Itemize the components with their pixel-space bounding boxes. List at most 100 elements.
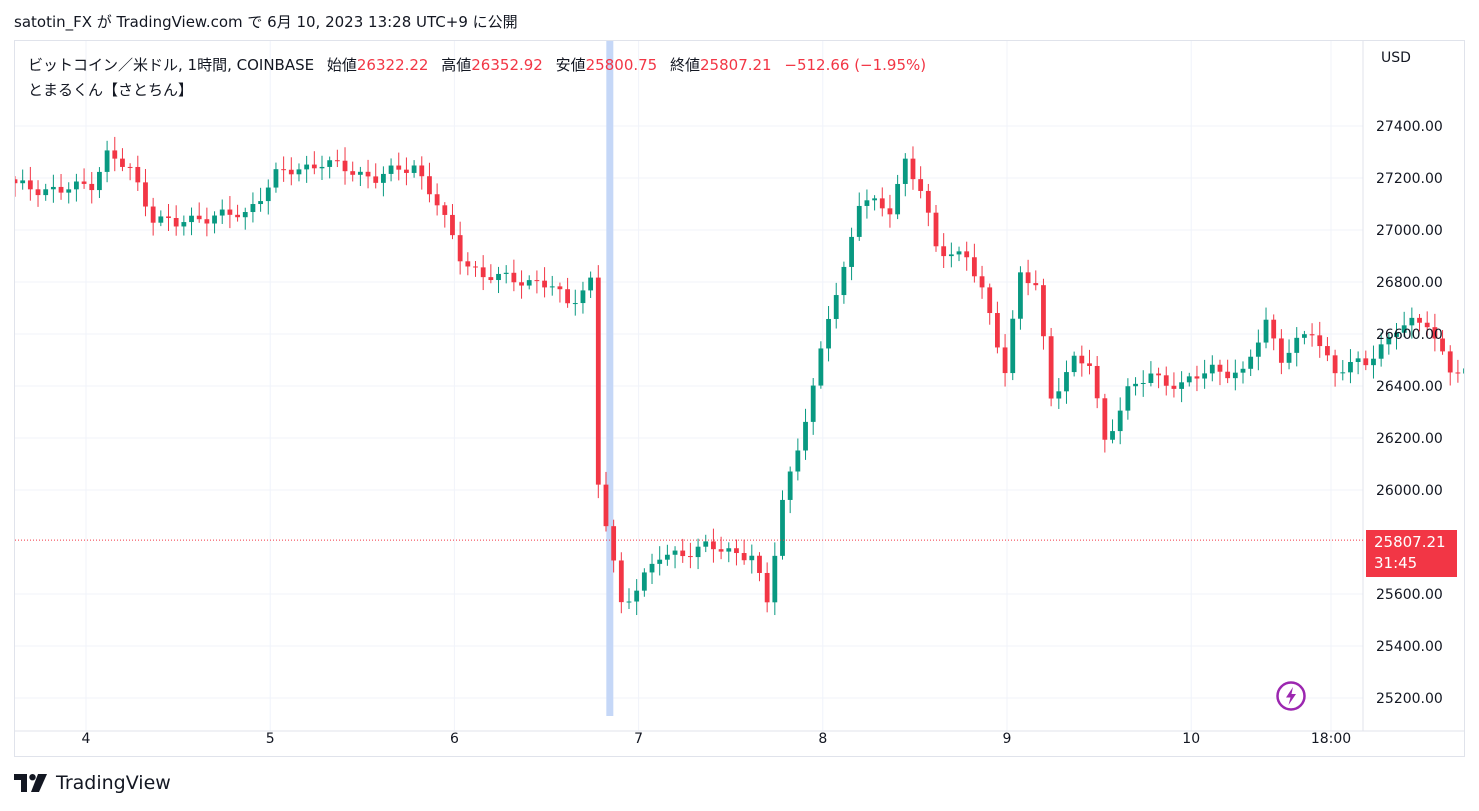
candle-body: [1447, 351, 1453, 373]
candle: [219, 199, 225, 224]
candle-body: [1209, 364, 1215, 374]
candle-body: [304, 164, 310, 170]
candle-body: [488, 277, 494, 281]
legend-row-ohlc: ビットコイン／米ドル, 1時間, COINBASE 始値26322.22 高値2…: [28, 53, 926, 78]
candle: [772, 542, 778, 616]
candle: [718, 536, 724, 560]
legend-indicator[interactable]: とまるくん【さとちん】: [28, 81, 194, 99]
candle-body: [534, 280, 540, 282]
candle: [250, 192, 256, 223]
alert-bolt-button[interactable]: [1275, 680, 1307, 712]
candle: [265, 179, 271, 215]
candle: [534, 270, 540, 294]
candle: [572, 289, 578, 316]
candle-body: [1255, 342, 1261, 357]
candle-body: [580, 290, 586, 304]
y-tick-label: 26000.00: [1376, 483, 1443, 499]
candle: [1094, 356, 1100, 409]
candle: [1463, 368, 1464, 374]
candle-body: [741, 553, 747, 561]
candle: [150, 197, 156, 236]
candle: [1025, 259, 1031, 296]
candle-body: [726, 548, 732, 552]
candle-body: [925, 190, 931, 213]
tradingview-logo[interactable]: TradingView: [14, 772, 171, 794]
candle-body: [1417, 317, 1422, 323]
candle: [411, 160, 417, 178]
legend-symbol[interactable]: ビットコイン／米ドル, 1時間, COINBASE: [28, 56, 315, 74]
candle: [89, 172, 95, 204]
candle: [1378, 332, 1384, 367]
candle: [173, 205, 179, 236]
candle: [1440, 330, 1445, 355]
candle: [81, 168, 87, 189]
candle-body: [987, 287, 993, 314]
candle-body: [265, 187, 271, 202]
candle-body: [381, 173, 386, 183]
candle-body: [611, 526, 617, 561]
candle: [1087, 349, 1092, 375]
candle: [189, 207, 194, 236]
candle: [427, 162, 432, 203]
candle: [1163, 366, 1169, 396]
candle-body: [1232, 372, 1238, 379]
chart-frame[interactable]: [14, 40, 1465, 757]
candle-body: [334, 160, 340, 162]
candle: [1102, 393, 1108, 453]
candle-body: [350, 171, 356, 175]
candle-body: [235, 214, 240, 218]
y-tick-label: 26400.00: [1376, 379, 1443, 395]
x-tick-label: 5: [266, 731, 275, 747]
candle-body: [173, 218, 179, 227]
currency-label[interactable]: USD: [1381, 50, 1411, 66]
candlestick-chart[interactable]: 27400.00 27200.00 27000.00 26800.00 26600.00…: [15, 41, 1464, 756]
candle: [1171, 372, 1177, 398]
candle-body: [657, 559, 663, 564]
candle: [910, 146, 916, 190]
candle-body: [419, 165, 425, 177]
candle: [941, 233, 947, 269]
candle: [1355, 351, 1361, 375]
candle-body: [649, 563, 655, 573]
candle-body: [1179, 382, 1184, 389]
candle: [1332, 349, 1338, 387]
candle: [1079, 345, 1085, 377]
candle: [235, 204, 240, 222]
candle-body: [158, 216, 164, 223]
candle: [925, 183, 931, 227]
chart-legend: ビットコイン／米ドル, 1時間, COINBASE 始値26322.22 高値2…: [28, 53, 926, 103]
candle-body: [1409, 317, 1415, 326]
candle-body: [1240, 368, 1246, 373]
candle-body: [1041, 285, 1046, 337]
candle-body: [795, 450, 801, 472]
candle: [879, 187, 885, 217]
candle-body: [1110, 431, 1115, 440]
candle: [20, 169, 26, 190]
candle: [1010, 310, 1016, 381]
candle-body: [219, 209, 225, 216]
candle: [1294, 327, 1300, 367]
candle: [964, 241, 970, 271]
candle-body: [357, 171, 363, 175]
candle: [995, 301, 1000, 354]
candle-body: [803, 421, 808, 451]
candle: [135, 155, 141, 191]
candle-body: [1394, 332, 1399, 337]
y-tick-label: 25400.00: [1376, 639, 1443, 655]
candle-body: [1033, 283, 1039, 286]
candle: [15, 176, 18, 197]
candle: [1179, 371, 1184, 403]
candle: [726, 542, 732, 563]
candle-body: [549, 286, 555, 288]
candle: [542, 267, 547, 298]
candle-body: [734, 548, 739, 554]
candle: [864, 189, 870, 219]
candle: [588, 271, 594, 298]
candle-body: [772, 555, 778, 603]
candle-body: [1194, 376, 1200, 379]
candle: [43, 183, 49, 201]
candle-body: [503, 272, 509, 274]
candle-body: [258, 201, 263, 205]
candle-body: [672, 550, 678, 555]
candle: [143, 168, 148, 217]
